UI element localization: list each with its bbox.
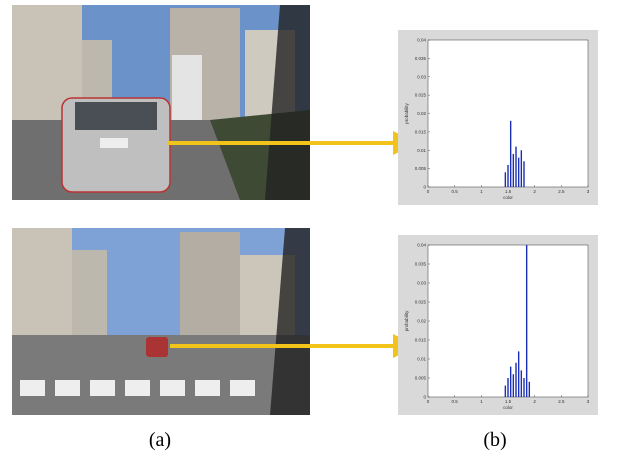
y-tick-label: 0.04 [417,38,426,43]
y-tick-label: 0.04 [417,243,426,248]
y-tick-label: 0.005 [415,376,427,381]
y-tick-label: 0.02 [417,319,426,324]
y-tick-label: 0.025 [415,93,427,98]
figure: (a) (b) 00.0050.010.0150.020.0250.030.03… [0,0,619,458]
y-tick-label: 0.015 [415,338,427,343]
y-tick-label: 0.01 [417,148,426,153]
y-tick-label: 0.03 [417,74,426,79]
caption: (a) [149,429,171,451]
plot-area [428,245,588,397]
y-tick-label: 0.025 [415,300,427,305]
x-tick-label: 0.5 [452,399,459,404]
x-tick-label: 1.5 [505,399,512,404]
x-tick-label: 1.5 [505,189,512,194]
y-tick-label: 0.02 [417,111,426,116]
y-axis-label: probability [404,102,409,123]
y-axis-label: probability [404,310,409,331]
y-tick-label: 0.035 [415,56,427,61]
photo-top [12,5,310,200]
y-tick-label: 0.015 [415,129,427,134]
x-tick-label: 2.5 [558,399,565,404]
x-axis-label: color [503,405,513,410]
y-tick-label: 0.035 [415,262,427,267]
caption: (b) [483,429,506,451]
y-tick-label: 0.01 [417,357,426,362]
x-tick-label: 0.5 [452,189,459,194]
y-tick-label: 0.005 [415,166,427,171]
x-axis-label: color [503,195,513,200]
x-tick-label: 2.5 [558,189,565,194]
y-tick-label: 0.03 [417,281,426,286]
photo-bottom [12,228,310,415]
